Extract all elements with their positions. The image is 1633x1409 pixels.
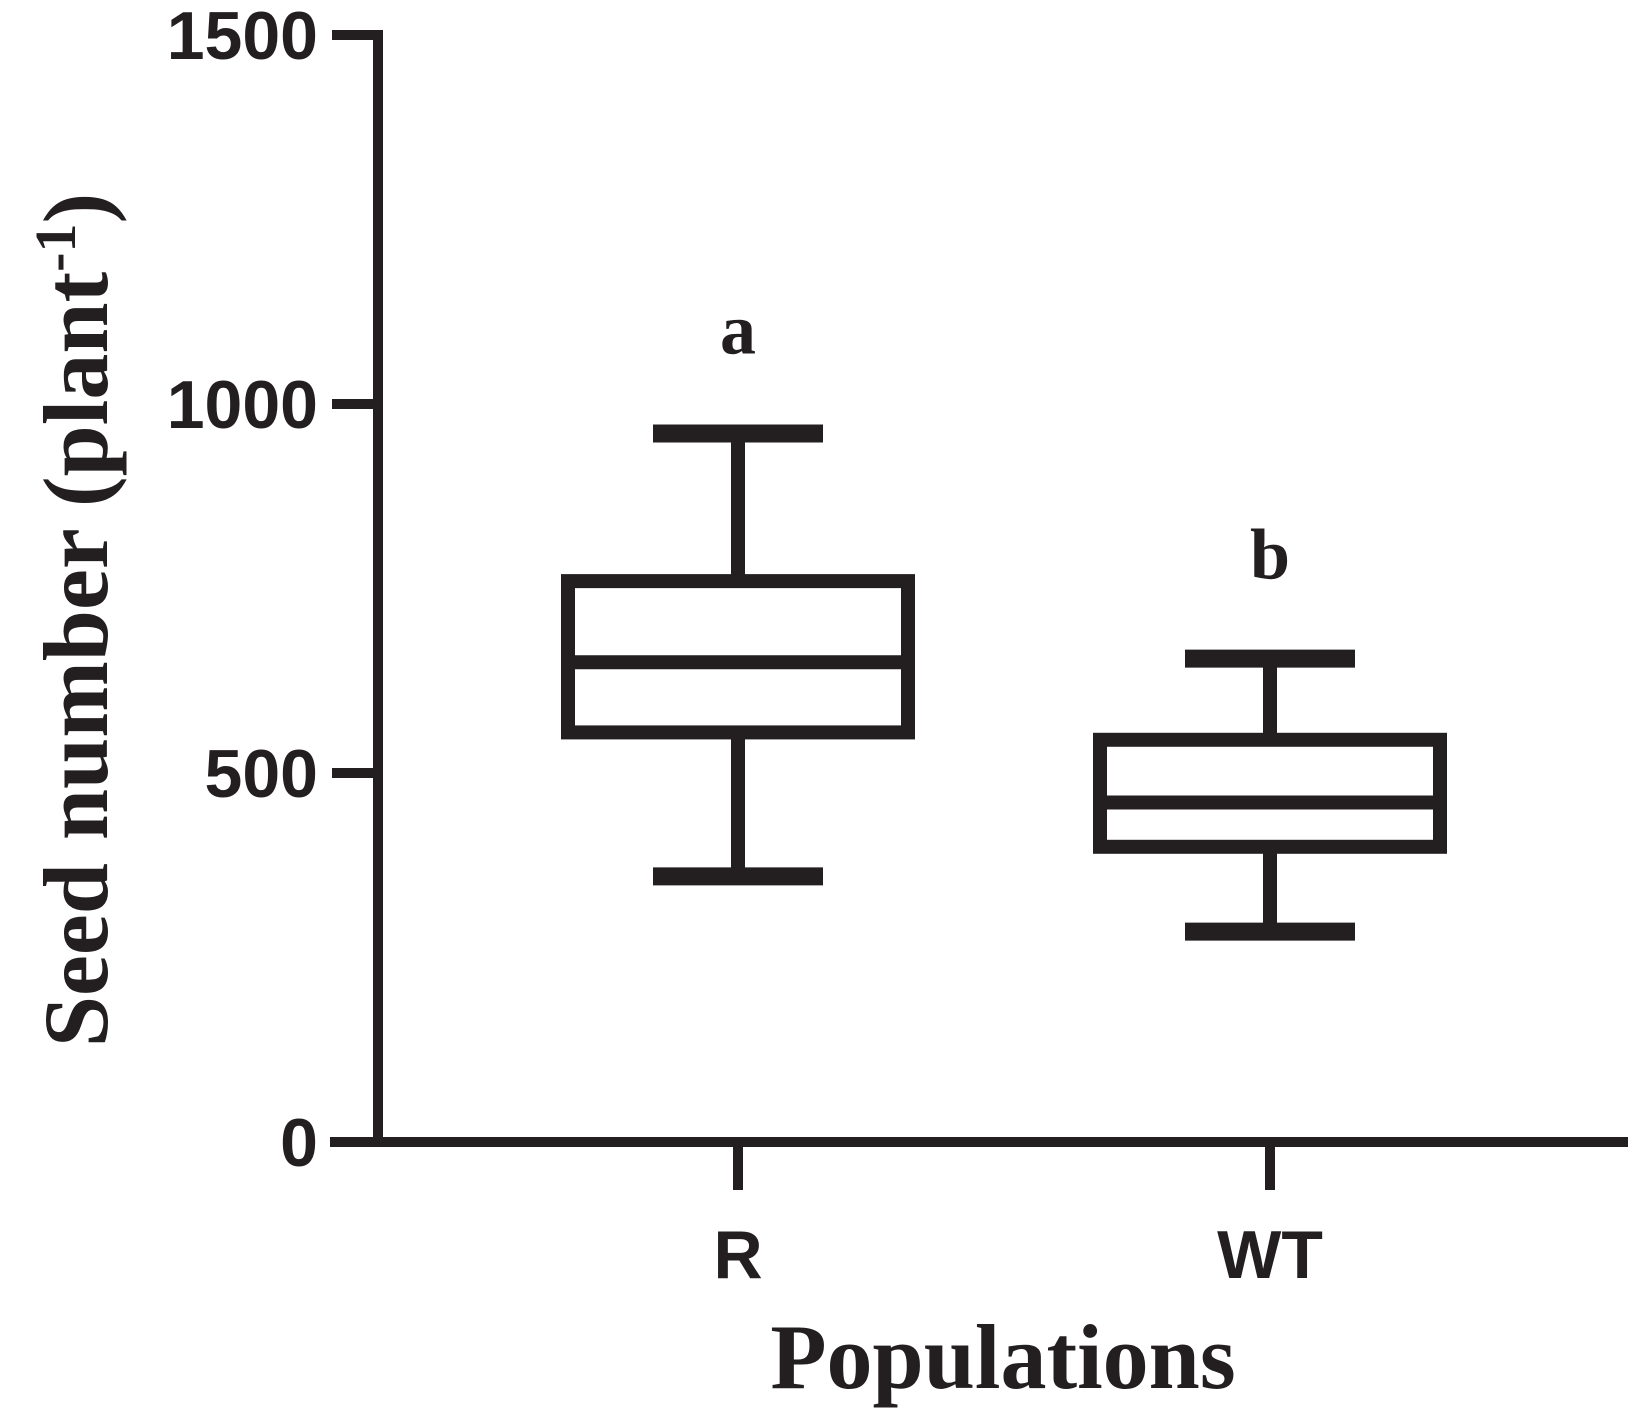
significance-letter: a — [720, 290, 756, 370]
iqr-box — [1093, 732, 1447, 854]
x-axis: R WT — [330, 1137, 1628, 1293]
y-axis: 0 500 1000 1500 — [167, 0, 383, 1181]
y-axis-title-close: ) — [25, 193, 127, 224]
y-axis-title: Seed number (plant-1) — [23, 193, 128, 1047]
x-axis-title: Populations — [770, 1306, 1235, 1408]
y-tick-label: 500 — [205, 736, 318, 812]
y-tick-label: 1000 — [167, 367, 318, 443]
x-tick-label: WT — [1217, 1217, 1323, 1293]
box-wt: b — [1093, 515, 1447, 941]
y-axis-title-main: Seed number (plant — [25, 271, 127, 1047]
boxes: ab — [561, 290, 1447, 941]
y-tick-label: 1500 — [167, 0, 318, 74]
y-tick-label: 0 — [280, 1105, 318, 1181]
y-axis-title-superscript: -1 — [23, 224, 88, 272]
box-r: a — [561, 290, 915, 886]
x-tick-label: R — [713, 1217, 762, 1293]
significance-letter: b — [1250, 515, 1290, 595]
